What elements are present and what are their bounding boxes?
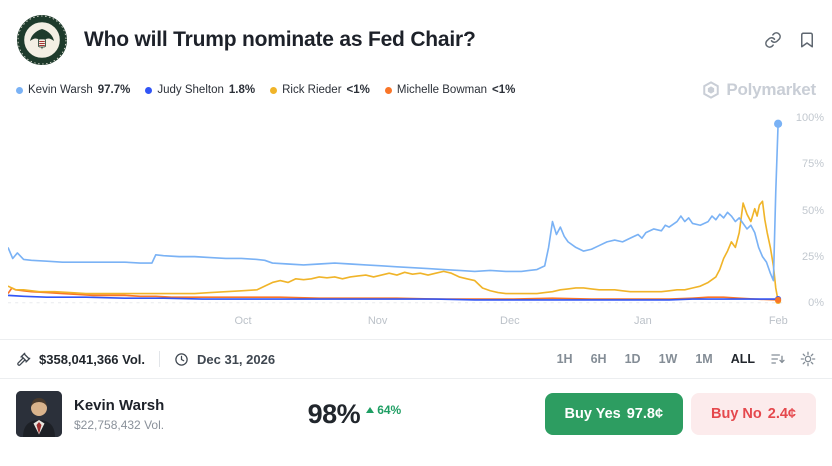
gear-icon[interactable] <box>800 351 816 367</box>
range-button-1d[interactable]: 1D <box>624 352 641 366</box>
outcome-volume: $22,758,432 Vol. <box>74 417 165 432</box>
buy-yes-label: Buy Yes <box>564 406 621 422</box>
outcome-row-kevin-warsh[interactable]: Kevin Warsh $22,758,432 Vol. 98% 64% Buy… <box>0 378 832 449</box>
resolution-date: Dec 31, 2026 <box>197 351 276 367</box>
polymarket-logo-icon <box>703 81 720 99</box>
buy-yes-price: 97.8¢ <box>626 406 664 422</box>
y-axis-tick: 50% <box>798 204 824 217</box>
gavel-volume-icon <box>16 352 31 367</box>
x-axis-tick: Feb <box>768 315 788 327</box>
buy-yes-button[interactable]: Buy Yes 97.8¢ <box>544 393 684 435</box>
series-line-judy-shelton <box>8 294 779 301</box>
legend-label: Kevin Warsh <box>28 84 93 96</box>
y-axis-tick: 100% <box>792 112 824 125</box>
buy-no-price: 2.4¢ <box>767 406 796 422</box>
chance-change: 64% <box>366 403 401 417</box>
chart-controls: 1H 6H 1D 1W 1M ALL <box>556 350 816 368</box>
buy-no-label: Buy No <box>711 406 762 422</box>
range-button-1w[interactable]: 1W <box>658 352 678 366</box>
chart-toolbar: $358,041,366 Vol. Dec 31, 2026 1H 6H 1D 1W 1… <box>0 339 832 378</box>
legend-item-rick-rieder: Rick Rieder <1% <box>270 84 370 96</box>
legend-value: <1% <box>346 84 370 96</box>
x-axis-tick: Dec <box>500 315 520 327</box>
range-button-1h[interactable]: 1H <box>556 352 573 366</box>
price-chart[interactable]: 100% 75% 50% 25% 0% <box>8 108 824 313</box>
chart-legend: Kevin Warsh 97.7% Judy Shelton 1.8% Rick… <box>0 70 832 100</box>
series-line-michelle-bowman <box>8 287 779 301</box>
y-axis-tick: 25% <box>798 250 824 263</box>
legend-value: 97.7% <box>97 84 131 96</box>
outcome-avatar <box>16 391 62 437</box>
series-line-rick-rieder <box>8 200 779 302</box>
clock-icon <box>174 352 189 367</box>
range-button-all[interactable]: ALL <box>730 352 755 366</box>
x-axis-labels: Oct Nov Dec Jan Feb <box>8 315 824 331</box>
polymarket-watermark: Polymarket <box>702 80 816 100</box>
legend-label: Judy Shelton <box>157 84 224 96</box>
x-axis-tick: Nov <box>367 315 388 327</box>
legend-dot <box>16 86 23 94</box>
legend-label: Michelle Bowman <box>396 84 487 96</box>
buy-no-button[interactable]: Buy No 2.4¢ <box>691 393 816 435</box>
x-axis-tick: Oct <box>234 315 252 327</box>
copy-link-icon[interactable] <box>764 31 782 49</box>
bookmark-icon[interactable] <box>798 31 816 49</box>
series-endpoint-kevin-warsh <box>774 119 783 128</box>
y-axis-tick: 0% <box>805 296 824 309</box>
legend-value: 1.8% <box>228 84 256 96</box>
market-title: Who will Trump nominate as Fed Chair? <box>84 28 476 51</box>
market-header: Who will Trump nominate as Fed Chair? <box>0 0 832 70</box>
up-arrow-icon <box>366 407 375 413</box>
outcome-info: Kevin Warsh $22,758,432 Vol. <box>74 397 164 432</box>
federal-reserve-seal-logo <box>16 14 68 66</box>
chance-percent: 98% <box>307 398 361 429</box>
series-endpoint-michelle-bowman <box>775 296 782 304</box>
legend-item-kevin-warsh: Kevin Warsh 97.7% <box>16 84 130 96</box>
legend-item-judy-shelton: Judy Shelton 1.8% <box>145 84 255 96</box>
trade-buttons: Buy Yes 97.8¢ Buy No 2.4¢ <box>544 393 816 435</box>
divider <box>159 351 161 367</box>
series-line-kevin-warsh <box>8 123 779 282</box>
legend-item-michelle-bowman: Michelle Bowman <1% <box>384 84 516 96</box>
legend-dot <box>384 86 392 94</box>
header-actions <box>764 31 816 49</box>
legend-value: <1% <box>492 84 516 96</box>
market-page: Who will Trump nominate as Fed Chair? Ke… <box>0 0 832 449</box>
total-volume: $358,041,366 Vol. <box>39 351 146 367</box>
range-button-1m[interactable]: 1M <box>695 352 713 366</box>
polymarket-wordmark: Polymarket <box>726 80 816 99</box>
market-stats: $358,041,366 Vol. Dec 31, 2026 <box>16 351 275 367</box>
range-button-6h[interactable]: 6H <box>590 352 607 366</box>
x-axis-tick: Jan <box>633 315 652 327</box>
chart-canvas <box>8 119 786 304</box>
y-axis-tick: 75% <box>798 158 824 171</box>
outcome-chance: 98% 64% <box>164 399 544 430</box>
sort-icon[interactable] <box>770 351 786 367</box>
time-range-selector: 1H 6H 1D 1W 1M ALL <box>556 350 756 368</box>
outcome-name: Kevin Warsh <box>74 396 165 414</box>
legend-dot <box>270 86 278 94</box>
legend-dot <box>145 86 153 94</box>
legend-label: Rick Rieder <box>282 84 342 96</box>
change-percent: 64% <box>377 403 402 417</box>
